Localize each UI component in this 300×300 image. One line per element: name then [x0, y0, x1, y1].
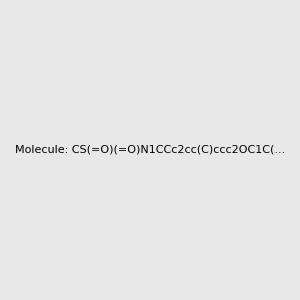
Text: Molecule: CS(=O)(=O)N1CCc2cc(C)ccc2OC1C(...: Molecule: CS(=O)(=O)N1CCc2cc(C)ccc2OC1C(… — [15, 145, 285, 155]
